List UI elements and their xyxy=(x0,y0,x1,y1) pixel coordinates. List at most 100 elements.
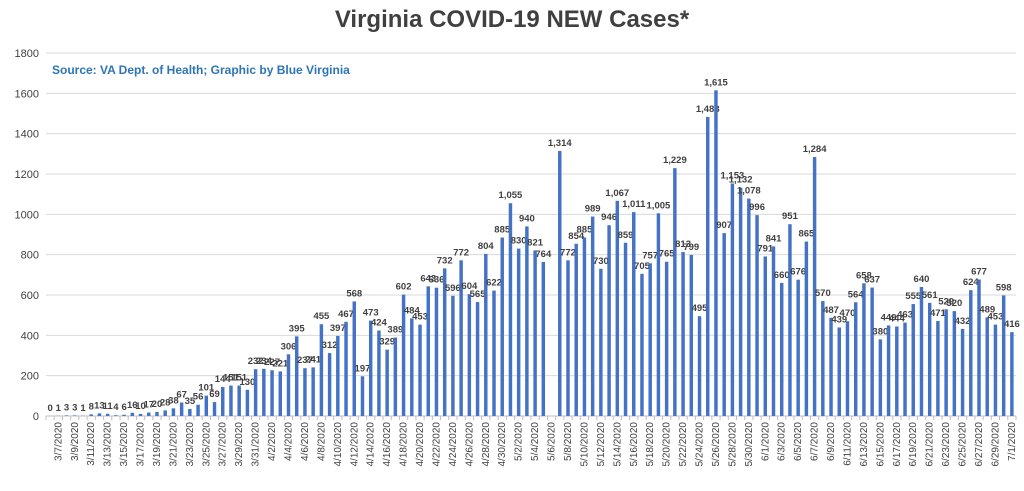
bar xyxy=(862,283,866,416)
bar xyxy=(286,354,291,416)
x-tick-label: 6/19/2020 xyxy=(908,422,919,467)
bar xyxy=(599,268,603,416)
data-label: 854 xyxy=(568,231,585,242)
data-label: 907 xyxy=(716,220,732,231)
y-tick-label: 600 xyxy=(21,290,39,302)
bar xyxy=(484,253,488,416)
data-label: 841 xyxy=(766,233,783,244)
bar xyxy=(714,90,718,416)
data-label: 951 xyxy=(782,211,799,222)
bar xyxy=(401,294,406,416)
bar xyxy=(237,385,241,416)
x-tick-label: 4/4/2020 xyxy=(284,422,295,461)
data-label: 13 xyxy=(94,400,105,411)
data-label: 732 xyxy=(437,255,453,266)
data-label: 772 xyxy=(560,247,576,258)
data-label: 676 xyxy=(790,267,806,278)
bar xyxy=(245,389,250,416)
data-label: 487 xyxy=(823,305,839,316)
x-tick-label: 5/6/2020 xyxy=(547,422,558,461)
data-label: 241 xyxy=(305,354,322,365)
x-tick-label: 6/27/2020 xyxy=(974,422,985,467)
data-label: 67 xyxy=(176,389,187,400)
data-label: 306 xyxy=(281,341,297,352)
bar xyxy=(508,203,513,416)
bar xyxy=(73,415,77,416)
x-tick-label: 6/11/2020 xyxy=(842,422,853,466)
bar xyxy=(944,309,948,416)
bar xyxy=(1001,295,1006,416)
bar xyxy=(442,268,447,416)
bar xyxy=(821,301,825,416)
bar xyxy=(590,216,595,416)
bar xyxy=(936,321,940,416)
data-label: 996 xyxy=(749,202,765,213)
x-tick-label: 3/23/2020 xyxy=(185,422,196,467)
data-label: 989 xyxy=(585,204,601,215)
bar xyxy=(903,322,907,416)
data-label: 130 xyxy=(239,377,255,388)
bar xyxy=(147,412,151,416)
x-tick-label: 3/29/2020 xyxy=(234,422,245,467)
data-label: 730 xyxy=(593,256,609,267)
x-tick-label: 6/13/2020 xyxy=(859,422,870,467)
x-tick-label: 6/29/2020 xyxy=(990,422,1001,467)
x-tick-label: 4/30/2020 xyxy=(497,422,508,467)
y-tick-label: 0 xyxy=(33,411,39,423)
data-label: 389 xyxy=(387,325,403,336)
x-tick-label: 3/31/2020 xyxy=(251,422,262,467)
data-label: 940 xyxy=(519,213,535,224)
x-tick-label: 5/30/2020 xyxy=(744,422,755,467)
data-label: 380 xyxy=(872,326,888,337)
bar xyxy=(229,385,233,416)
bar xyxy=(196,404,200,416)
bar xyxy=(1010,332,1014,416)
data-label: 604 xyxy=(461,281,478,292)
chart-title: Virginia COVID-19 NEW Cases* xyxy=(334,6,690,33)
x-tick-label: 5/16/2020 xyxy=(629,422,640,467)
bar xyxy=(171,408,176,416)
y-tick-label: 1600 xyxy=(15,88,39,100)
bar xyxy=(632,212,636,416)
x-tick-label: 4/6/2020 xyxy=(300,422,311,461)
bar xyxy=(730,183,735,416)
data-label: 221 xyxy=(272,358,289,369)
data-label: 765 xyxy=(659,249,676,260)
data-label: 570 xyxy=(815,288,831,299)
data-label: 637 xyxy=(864,275,880,286)
data-label: 101 xyxy=(198,383,215,394)
bar xyxy=(623,242,628,416)
bar xyxy=(763,256,768,416)
data-label: 439 xyxy=(831,314,847,325)
data-label: 658 xyxy=(856,270,872,281)
x-tick-label: 6/9/2020 xyxy=(826,422,837,461)
x-tick-label: 3/17/2020 xyxy=(136,422,147,467)
data-label: 622 xyxy=(486,278,502,289)
y-tick-label: 800 xyxy=(21,250,39,262)
bar xyxy=(188,408,192,416)
data-label: 11 xyxy=(103,401,114,412)
bar xyxy=(541,261,546,416)
bar xyxy=(582,237,587,416)
x-tick-label: 5/4/2020 xyxy=(530,422,541,461)
bar xyxy=(336,335,340,416)
bar xyxy=(377,330,381,416)
data-label: 561 xyxy=(922,290,939,301)
x-tick-label: 3/21/2020 xyxy=(168,422,179,467)
data-label: 520 xyxy=(946,298,962,309)
data-label: 821 xyxy=(527,237,544,248)
bar xyxy=(130,412,135,416)
bar xyxy=(566,260,570,416)
bar xyxy=(105,413,110,416)
data-label: 885 xyxy=(494,225,511,236)
bar xyxy=(262,368,266,416)
data-label: 636 xyxy=(429,275,445,286)
data-label: 1,067 xyxy=(605,188,629,199)
data-label: 432 xyxy=(955,316,971,327)
x-tick-label: 4/22/2020 xyxy=(431,422,442,467)
data-label: 6 xyxy=(121,402,126,413)
bar xyxy=(960,328,965,416)
bar xyxy=(845,321,850,416)
data-label: 660 xyxy=(774,270,790,281)
